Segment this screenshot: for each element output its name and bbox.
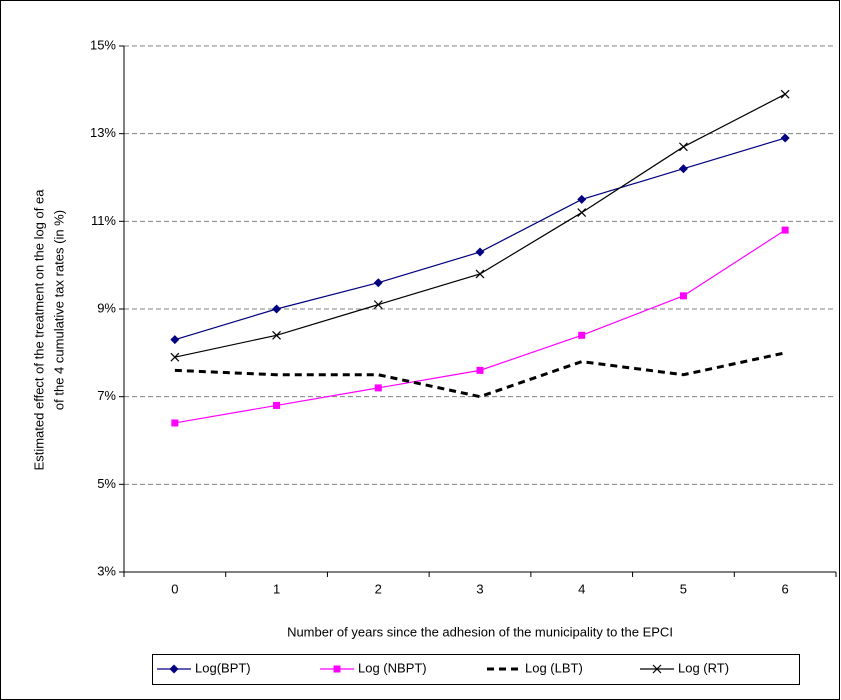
x-axis-label: Number of years since the adhesion of th… — [287, 624, 673, 639]
y-tick-label: 5% — [97, 476, 116, 491]
marker — [577, 194, 587, 204]
marker — [475, 269, 485, 279]
x-tick-label: 6 — [782, 581, 789, 596]
x-tick-label: 1 — [273, 581, 280, 596]
marker — [652, 664, 662, 674]
legend-label: Log (LBT) — [525, 660, 583, 675]
x-tick-label: 3 — [476, 581, 483, 596]
marker — [272, 304, 282, 314]
marker — [679, 292, 687, 300]
x-tick-label: 5 — [680, 581, 687, 596]
legend-label: Log (NBPT) — [358, 660, 427, 675]
marker — [781, 226, 789, 234]
marker — [272, 330, 281, 340]
marker — [333, 665, 341, 673]
marker — [169, 664, 179, 674]
marker — [170, 352, 180, 362]
y-tick-label: 3% — [97, 563, 116, 578]
marker — [373, 300, 383, 310]
y-axis-label: of the 4 cumulative tax rates (in %) — [51, 210, 66, 410]
marker — [475, 247, 485, 257]
y-tick-label: 13% — [90, 125, 116, 140]
series-line — [174, 351, 786, 399]
y-tick-label: 11% — [91, 213, 116, 228]
y-axis-label-group: Estimated effect of the treatment on the… — [31, 189, 66, 471]
marker — [678, 164, 688, 174]
legend-label: Log(BPT) — [195, 660, 251, 675]
y-tick-label: 15% — [90, 37, 116, 52]
y-tick-label: 9% — [97, 300, 116, 315]
marker — [374, 384, 382, 392]
x-tick-label: 2 — [375, 581, 382, 596]
marker — [577, 208, 587, 217]
marker — [170, 335, 180, 345]
marker — [780, 133, 790, 143]
y-axis-label: Estimated effect of the treatment on the… — [31, 189, 46, 471]
legend-box — [152, 654, 800, 685]
marker — [273, 401, 281, 409]
x-tick-label: 4 — [578, 581, 585, 596]
marker — [679, 142, 688, 152]
x-tick-label: 0 — [171, 581, 178, 596]
marker — [171, 419, 179, 427]
y-tick-label: 7% — [97, 388, 116, 403]
legend-label: Log (RT) — [678, 660, 729, 675]
marker — [578, 331, 586, 339]
marker — [476, 366, 484, 374]
marker — [373, 278, 383, 288]
marker — [780, 89, 790, 99]
